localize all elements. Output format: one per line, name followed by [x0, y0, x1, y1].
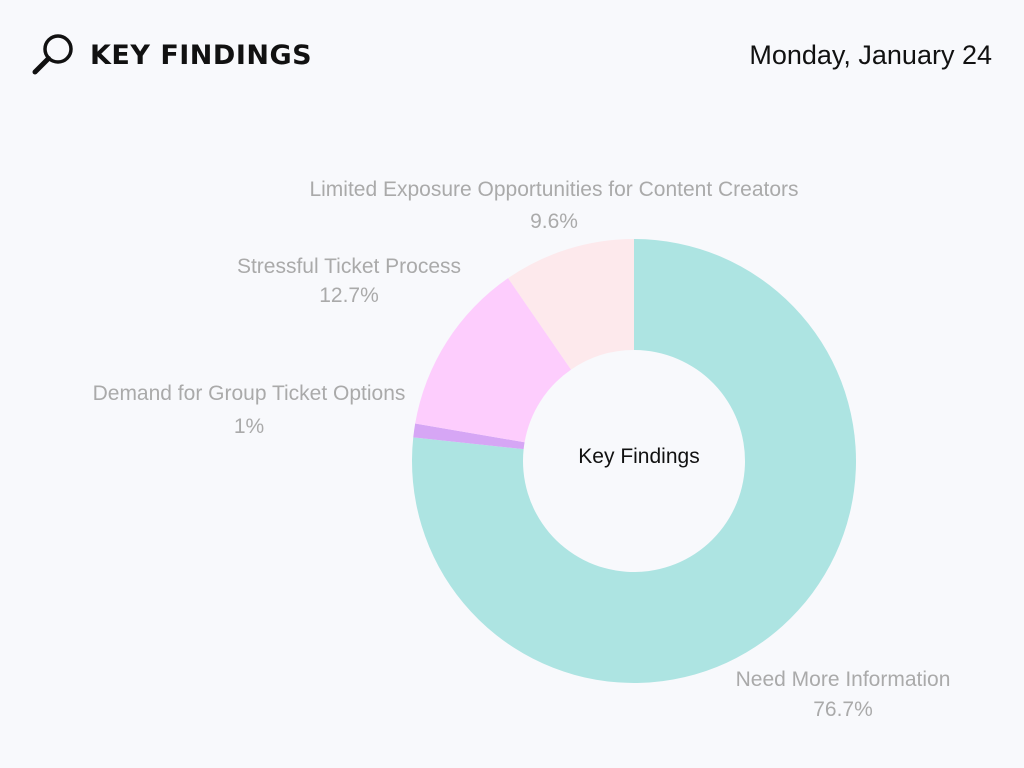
slice-value-3: 9.6% — [530, 210, 578, 233]
slice-value-2: 12.7% — [319, 284, 379, 307]
search-icon — [30, 32, 76, 78]
slice-label-2: Stressful Ticket Process — [237, 255, 461, 278]
slice-labels: Need More Information 76.7% Demand for Gro… — [93, 178, 951, 721]
slice-label-0: Need More Information — [736, 668, 951, 691]
slice-value-1: 1% — [234, 415, 264, 438]
page-title: KEY FINDINGS — [90, 39, 313, 71]
center-label: Key Findings — [578, 445, 699, 468]
header-date: Monday, January 24 — [749, 40, 992, 70]
slice-1 — [413, 423, 525, 450]
header: KEY FINDINGS — [30, 32, 312, 78]
slice-value-0: 76.7% — [813, 698, 873, 721]
donut-slices — [412, 239, 856, 684]
slice-2 — [415, 278, 572, 443]
slice-label-1: Demand for Group Ticket Options — [93, 382, 406, 405]
slice-0 — [412, 239, 856, 684]
slice-label-3: Limited Exposure Opportunities for Conte… — [309, 178, 798, 201]
slice-3 — [508, 239, 634, 370]
